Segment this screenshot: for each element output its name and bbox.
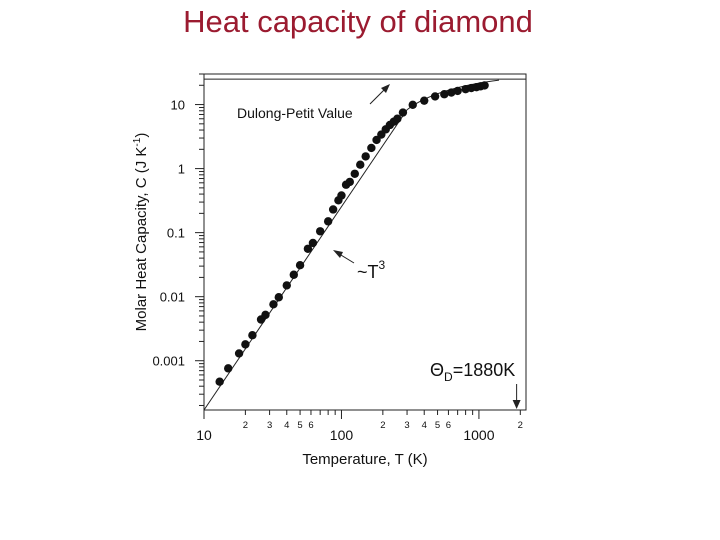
data-point (303, 244, 313, 253)
y-axis-label: Molar Heat Capacity, C (J K-1) (132, 133, 150, 332)
data-point (480, 81, 489, 90)
data-point (248, 331, 257, 340)
t3-annotation-base: ~T (357, 262, 379, 282)
data-point (224, 364, 233, 373)
x-minor-tick-label: 5 (297, 420, 302, 431)
data-point (345, 177, 355, 187)
data-point (420, 96, 429, 105)
dulong-petit-annotation: Dulong-Petit Value (237, 105, 353, 121)
data-point (453, 86, 462, 96)
x-tick-label: 100 (330, 427, 354, 443)
data-point (269, 300, 278, 309)
data-point (282, 281, 291, 290)
y-tick-label: 0.001 (152, 354, 185, 369)
x-minor-tick-label: 3 (404, 420, 409, 431)
t3-annotation: ~T3 (357, 258, 386, 282)
data-point (356, 160, 365, 169)
y-tick-label: 0.1 (167, 226, 185, 241)
data-point (295, 261, 305, 270)
data-point (215, 377, 224, 386)
data-point (261, 310, 270, 320)
y-axis-label-main: Molar Heat Capacity, C (J K (133, 147, 150, 332)
data-point (361, 152, 370, 161)
data-point (447, 88, 456, 97)
y-tick-label: 1 (178, 162, 185, 177)
x-minor-tick-label: 6 (446, 420, 451, 431)
data-point (408, 100, 417, 110)
y-axis-label-sup: -1 (132, 137, 143, 146)
x-minor-tick-label: 2 (518, 420, 523, 431)
page-title: Heat capacity of diamond (183, 4, 533, 39)
data-point (241, 340, 250, 349)
data-point (289, 270, 298, 279)
data-point (350, 169, 359, 178)
y-axis-label-close: ) (133, 133, 150, 138)
t3-line (203, 109, 408, 411)
theta-d-sub: D (444, 370, 453, 384)
x-minor-tick-label: 4 (284, 420, 289, 431)
y-tick-label: 0.01 (160, 290, 185, 305)
y-tick-label: 10 (171, 98, 185, 113)
x-minor-tick-label: 5 (435, 420, 440, 431)
plot-frame (203, 73, 527, 411)
data-point (372, 135, 381, 145)
theta-d-rest: =1880K (453, 360, 516, 380)
data-point (308, 238, 318, 248)
x-minor-tick-label: 6 (308, 420, 313, 431)
data-point (337, 191, 346, 200)
data-point (393, 114, 402, 123)
data-point (440, 90, 449, 99)
data-point (367, 143, 376, 153)
data-point (274, 293, 283, 302)
theta-d-symbol: Θ (430, 360, 444, 380)
x-minor-tick-label: 2 (380, 420, 385, 431)
x-minor-tick-label: 4 (422, 420, 427, 431)
x-tick-label: 10 (196, 427, 212, 443)
x-minor-tick-label: 2 (243, 420, 248, 431)
t3-arrowhead (333, 250, 343, 258)
x-axis-label: Temperature, T (K) (302, 451, 427, 468)
data-point (430, 92, 440, 101)
data-point (234, 349, 244, 358)
x-tick-label: 1000 (463, 427, 494, 443)
data-point (398, 108, 408, 117)
dulong-petit-arrowhead (381, 84, 390, 93)
data-point (328, 205, 338, 214)
data-point (323, 217, 333, 226)
t3-annotation-sup: 3 (379, 258, 386, 272)
theta-d-annotation: ΘD=1880K (430, 360, 515, 384)
data-point (315, 227, 325, 236)
x-minor-tick-label: 3 (267, 420, 272, 431)
theta-d-arrowhead (512, 400, 521, 409)
